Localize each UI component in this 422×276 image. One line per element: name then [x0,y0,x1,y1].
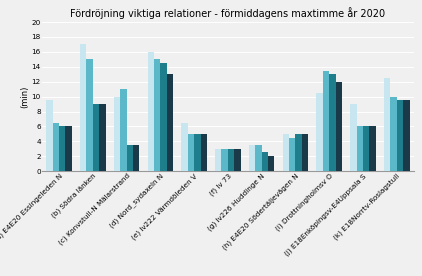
Y-axis label: (min): (min) [20,85,29,108]
Bar [133,145,139,171]
Bar [120,89,127,171]
Bar [93,104,99,171]
Bar [295,134,302,171]
Bar [87,59,93,171]
Bar [335,82,342,171]
Bar [160,63,167,171]
Bar [127,145,133,171]
Bar [114,97,120,171]
Bar [99,104,106,171]
Bar [369,126,376,171]
Bar [222,149,228,171]
Bar [350,104,357,171]
Bar [65,126,72,171]
Bar [384,78,390,171]
Bar [181,123,188,171]
Bar [323,70,329,171]
Bar [200,134,207,171]
Bar [148,52,154,171]
Bar [262,152,268,171]
Bar [80,44,87,171]
Bar [357,126,363,171]
Bar [194,134,200,171]
Bar [268,156,274,171]
Bar [249,145,255,171]
Bar [397,100,403,171]
Bar [154,59,160,171]
Bar [329,74,335,171]
Bar [302,134,308,171]
Bar [215,149,222,171]
Title: Fördröjning viktiga relationer - förmiddagens maxtimme år 2020: Fördröjning viktiga relationer - förmidd… [70,7,385,18]
Bar [46,100,53,171]
Bar [167,74,173,171]
Bar [363,126,369,171]
Bar [234,149,241,171]
Bar [59,126,65,171]
Bar [228,149,234,171]
Bar [390,97,397,171]
Bar [316,93,323,171]
Bar [289,138,295,171]
Bar [255,145,262,171]
Bar [53,123,59,171]
Bar [403,100,409,171]
Bar [188,134,194,171]
Bar [283,134,289,171]
